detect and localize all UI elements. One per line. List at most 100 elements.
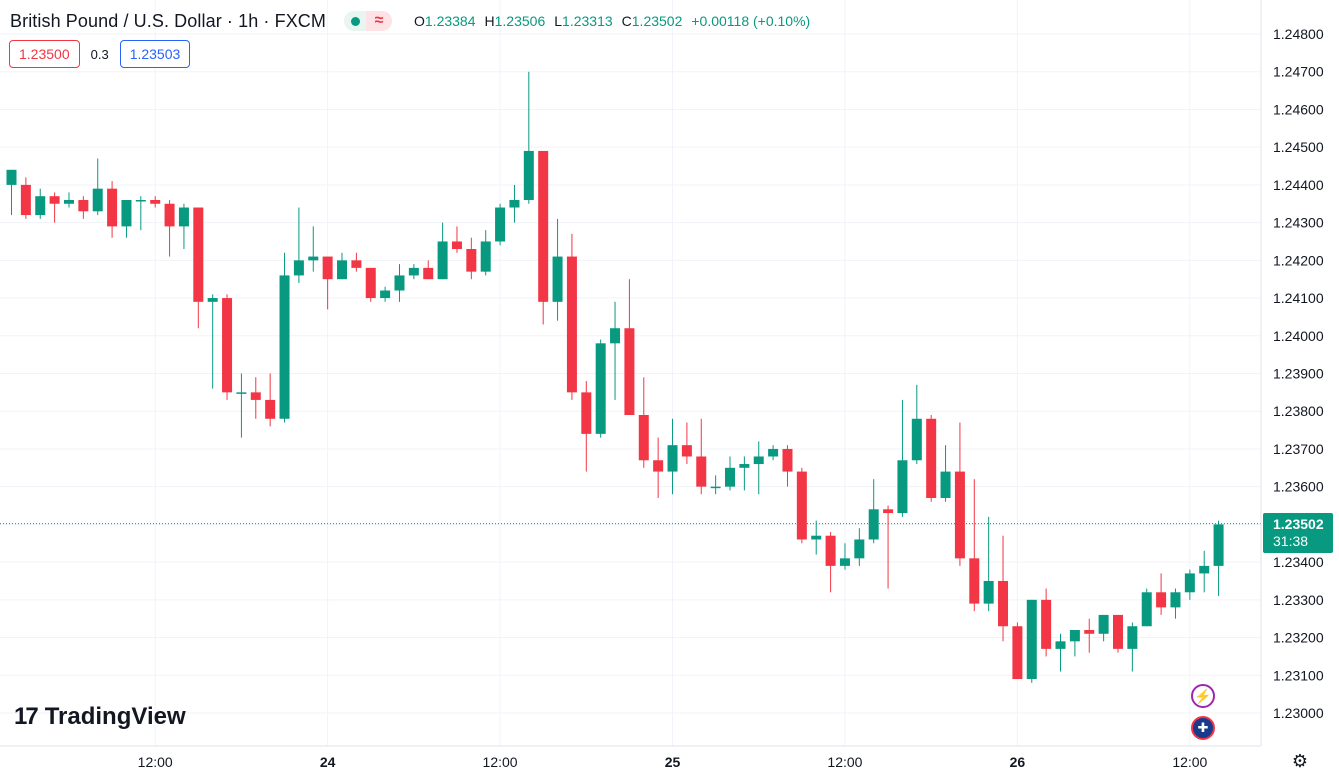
candle[interactable] [998,535,1009,642]
candle[interactable] [969,479,980,612]
candle[interactable] [509,184,520,223]
candle[interactable] [1012,622,1023,680]
candle[interactable] [581,381,592,472]
candle[interactable] [193,207,204,329]
candle[interactable] [178,203,189,250]
candle[interactable] [538,150,549,325]
candle[interactable] [293,207,304,283]
candle[interactable] [35,188,46,219]
candle[interactable] [954,422,965,566]
candle[interactable] [1055,633,1066,672]
candle[interactable] [1098,614,1109,642]
candle[interactable] [322,256,333,310]
candle[interactable] [6,169,17,216]
candle[interactable] [610,301,621,400]
candle[interactable] [49,192,60,223]
candle[interactable] [164,199,175,257]
candle[interactable] [1127,622,1138,672]
candle[interactable] [1156,573,1167,615]
candle[interactable] [207,294,218,389]
candle[interactable] [897,399,908,517]
candle[interactable] [696,418,707,495]
candle[interactable] [107,181,118,238]
candle-body [365,267,376,299]
symbol-title[interactable]: British Pound / U.S. Dollar · 1h · FXCM [10,10,326,31]
gear-icon[interactable]: ⚙ [1291,750,1309,771]
candle[interactable] [624,279,635,415]
candle[interactable] [811,520,822,555]
candle[interactable] [92,158,103,216]
candle-body [1156,592,1167,608]
candle[interactable] [236,373,247,438]
candle[interactable] [854,528,865,566]
candle[interactable] [480,230,491,276]
candle[interactable] [983,516,994,612]
candle[interactable] [150,196,161,208]
price-axis[interactable]: 1.24800 1.24700 1.24600 1.24500 1.24400 1.243… [1273,26,1324,721]
candle[interactable] [351,252,362,272]
candle[interactable] [825,531,836,593]
candle[interactable] [495,203,506,246]
candle[interactable] [523,71,534,204]
candle[interactable] [365,267,376,302]
candle[interactable] [667,418,678,495]
buy-button[interactable]: 1.23503 [119,40,191,68]
lightning-bolt-icon[interactable]: ⚡ [1191,684,1215,708]
candle[interactable] [940,445,951,502]
candle[interactable] [552,218,563,321]
candle[interactable] [1069,630,1080,657]
candle[interactable] [308,226,319,272]
candle[interactable] [1112,614,1123,653]
tradingview-logo[interactable]: 17 TradingView [14,703,186,731]
candle[interactable] [466,237,477,280]
candle[interactable] [710,475,721,495]
candle[interactable] [222,294,233,400]
time-axis[interactable]: 12:00 24 12:00 25 12:00 26 12:00 [138,754,1208,770]
candle[interactable] [638,377,649,468]
uk-flag-icon[interactable]: ✚ [1191,716,1215,740]
candle[interactable] [20,177,31,219]
candle[interactable] [423,260,434,280]
sell-button[interactable]: 1.23500 [9,40,80,68]
candle[interactable] [279,252,290,423]
candle[interactable] [121,199,132,238]
candle[interactable] [753,441,764,495]
candle[interactable] [408,264,419,280]
candle[interactable] [926,414,937,502]
candle[interactable] [63,192,74,208]
candle[interactable] [839,543,850,570]
candle[interactable] [1213,520,1224,597]
candle[interactable] [725,456,735,491]
market-status[interactable]: ≈ [344,11,392,31]
candle[interactable] [135,196,146,231]
candle[interactable] [1084,618,1095,653]
candle[interactable] [1199,550,1210,593]
candle[interactable] [250,377,261,419]
candle[interactable] [883,505,894,589]
candle[interactable] [653,437,664,498]
candle[interactable] [380,286,391,302]
candles-group[interactable] [6,71,1224,683]
candle[interactable] [1041,588,1052,657]
candle[interactable] [78,196,89,219]
candle[interactable] [1026,599,1037,683]
candle[interactable] [1184,569,1195,600]
candle[interactable] [796,467,807,544]
candle[interactable] [1141,588,1152,627]
candle[interactable] [1170,588,1181,619]
candle[interactable] [768,445,779,461]
candle[interactable] [868,479,879,544]
candle[interactable] [337,252,348,280]
candle[interactable] [681,422,692,465]
candle[interactable] [566,233,577,400]
candle[interactable] [394,264,405,302]
candle[interactable] [595,339,606,438]
candle[interactable] [437,222,448,280]
candle[interactable] [451,226,462,253]
candle[interactable] [739,456,750,491]
candle[interactable] [911,384,922,465]
open-label: O [414,13,425,29]
candle[interactable] [782,445,793,487]
candle[interactable] [265,373,276,427]
